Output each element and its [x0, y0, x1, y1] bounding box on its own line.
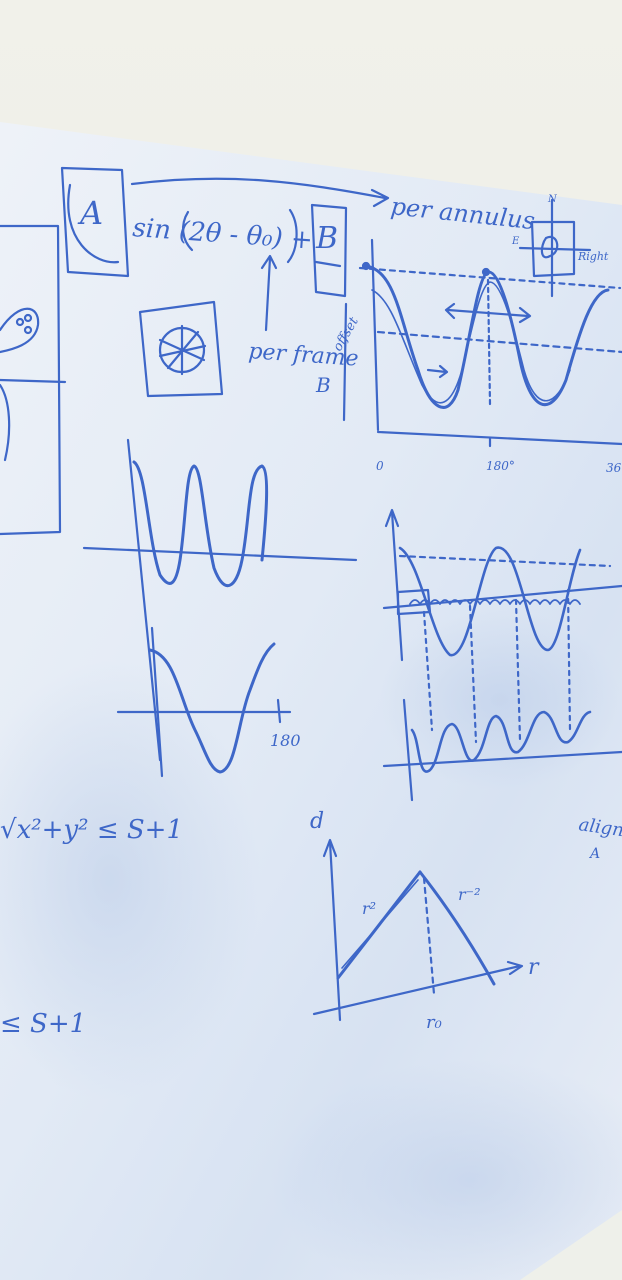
inequality-first: √x²+y² ≤ S+1 [0, 815, 183, 845]
triangle-right-label: r⁻² [458, 885, 481, 904]
compass-right: Right [577, 250, 609, 263]
box-b-letter: B [315, 221, 338, 256]
axis-tick-180: 180° [486, 459, 515, 473]
top-wave-start-dot [363, 263, 369, 269]
axis-tick-0: 0 [376, 459, 384, 473]
compass-e: E [511, 236, 520, 247]
triangle-peak-label: r₀ [426, 1012, 442, 1033]
right-note-line2: A [588, 846, 600, 862]
small-graph-tick-180: 180 [270, 731, 301, 750]
board-smudge [380, 610, 620, 790]
top-wave-peak-dot [483, 269, 489, 275]
axis-tick-360: 36 [606, 461, 622, 475]
compass-n: N [547, 194, 558, 205]
inequality-second: ≤ S+1 [0, 1009, 86, 1039]
box-a-letter: A [77, 194, 103, 232]
triangle-y-label: d [310, 809, 324, 834]
b-label: B [315, 373, 331, 397]
triangle-left-label: r² [362, 899, 376, 918]
triangle-x-label: r [528, 955, 540, 980]
